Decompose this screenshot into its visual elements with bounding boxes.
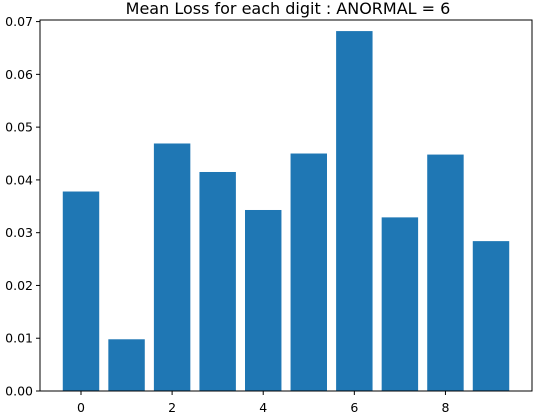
- chart-title: Mean Loss for each digit : ANORMAL = 6: [126, 0, 451, 18]
- bars-group: [62, 31, 510, 391]
- x-axis: 0 2 4 6 8: [77, 391, 449, 415]
- y-tick-label: 0.05: [5, 120, 33, 135]
- bar-digit-8: [427, 154, 464, 391]
- bar-digit-2: [153, 143, 191, 391]
- y-tick-label: 0.07: [5, 14, 33, 29]
- x-tick-label: 4: [259, 400, 267, 415]
- bar-digit-7: [381, 217, 419, 391]
- y-tick-label: 0.00: [5, 384, 33, 399]
- x-tick-label: 8: [441, 400, 449, 415]
- y-tick-label: 0.02: [5, 278, 33, 293]
- y-tick-label: 0.03: [5, 225, 33, 240]
- y-tick-label: 0.01: [5, 331, 33, 346]
- bar-digit-9: [472, 241, 510, 391]
- bar-digit-5: [290, 153, 327, 391]
- y-axis: 0.00 0.01 0.02 0.03 0.04 0.05 0.06 0.07: [5, 14, 40, 399]
- bar-digit-1: [108, 339, 145, 391]
- bar-digit-4: [245, 209, 282, 391]
- y-tick-label: 0.04: [5, 172, 33, 187]
- x-tick-label: 6: [350, 400, 358, 415]
- y-tick-label: 0.06: [5, 67, 33, 82]
- bar-digit-0: [62, 191, 100, 391]
- plot-frame: [39, 19, 533, 392]
- bar-digit-3: [199, 171, 236, 391]
- x-tick-label: 0: [77, 400, 85, 415]
- bar-digit-6: [336, 31, 373, 391]
- x-tick-label: 2: [168, 400, 176, 415]
